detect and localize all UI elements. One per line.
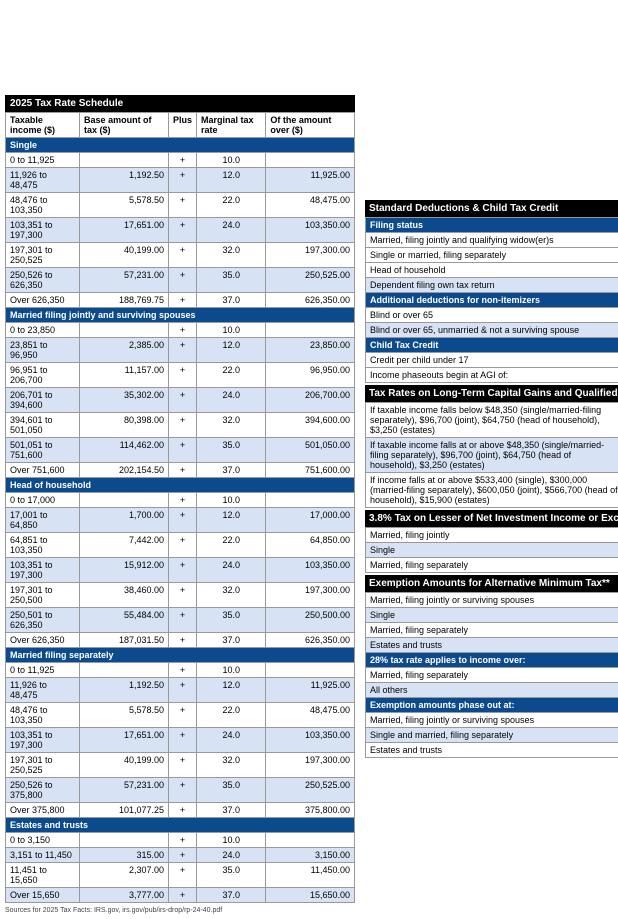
table-row: 0 to 17,000+10.0 bbox=[6, 493, 355, 508]
table-row: Head of household bbox=[366, 263, 618, 278]
table-row: Married, filing separately bbox=[366, 623, 618, 638]
table-row: 23,851 to 96,9502,385.00+12.023,850.00 bbox=[6, 338, 355, 363]
table-row: Over 626,350188,769.75+37.0626,350.00 bbox=[6, 293, 355, 308]
table-row: Single or married, filing separately bbox=[366, 248, 618, 263]
table-row: Married, filing jointly or surviving spo… bbox=[366, 593, 618, 608]
section-single: Single bbox=[6, 138, 355, 153]
amt-title: Exemption Amounts for Alternative Minimu… bbox=[365, 575, 618, 592]
col-plus: Plus bbox=[168, 113, 196, 138]
table-row: Estates and trusts bbox=[366, 638, 618, 653]
std-deductions-table: Filing statusStandardMarried, filing joi… bbox=[365, 217, 618, 383]
table-row: 0 to 11,925+10.0 bbox=[6, 663, 355, 678]
section-married-filing-jointly-and-surviving-spouses: Married filing jointly and surviving spo… bbox=[6, 308, 355, 323]
table-row: Estates and trusts bbox=[366, 743, 618, 758]
table-row: 0 to 3,150+10.0 bbox=[6, 833, 355, 848]
ltcg-title: Tax Rates on Long-Term Capital Gains and… bbox=[365, 385, 618, 402]
table-row: Blind or over 65, unmarried & not a surv… bbox=[366, 323, 618, 338]
niit-title: 3.8% Tax on Lesser of Net Investment Inc… bbox=[365, 510, 618, 527]
col-base: Base amount of tax ($) bbox=[80, 113, 169, 138]
table-row: 250,501 to 626,35055,484.00+35.0250,500.… bbox=[6, 608, 355, 633]
section-head-of-household: Head of household bbox=[6, 478, 355, 493]
table-row: Over 626,350187,031.50+37.0626,350.00 bbox=[6, 633, 355, 648]
table-row: Credit per child under 17$2,000 bbox=[366, 353, 618, 368]
table-row: 501,051 to 751,600114,462.00+35.0501,050… bbox=[6, 438, 355, 463]
table-row: 17,001 to 64,8501,700.00+12.017,000.00 bbox=[6, 508, 355, 533]
table-row: 394,601 to 501,05080,398.00+32.0394,600.… bbox=[6, 413, 355, 438]
table-row: Married, filing separately bbox=[366, 558, 618, 573]
table-row: 103,351 to 197,30017,651.00+24.0103,350.… bbox=[6, 218, 355, 243]
table-row: Single and married, filing separately bbox=[366, 728, 618, 743]
table-row: 103,351 to 197,30015,912.00+24.0103,350.… bbox=[6, 558, 355, 583]
table-row: 250,526 to 375,80057,231.00+35.0250,525.… bbox=[6, 778, 355, 803]
table-row: If income falls at or above $533,400 (si… bbox=[366, 473, 618, 508]
col-over: Of the amount over ($) bbox=[266, 113, 355, 138]
table-row: Dependent filing own tax return bbox=[366, 278, 618, 293]
table-row: 48,476 to 103,3505,578.50+22.048,475.00 bbox=[6, 703, 355, 728]
section-estates-and-trusts: Estates and trusts bbox=[6, 818, 355, 833]
table-row: 11,926 to 48,4751,192.50+12.011,925.00 bbox=[6, 168, 355, 193]
schedule-table: Taxable income ($) Base amount of tax ($… bbox=[5, 112, 355, 903]
table-row: 103,351 to 197,30017,651.00+24.0103,350.… bbox=[6, 728, 355, 753]
table-row: 250,526 to 626,35057,231.00+35.0250,525.… bbox=[6, 268, 355, 293]
table-row: 197,301 to 250,52540,199.00+32.0197,300.… bbox=[6, 243, 355, 268]
tax-rate-schedule: 2025 Tax Rate Schedule Taxable income ($… bbox=[5, 95, 355, 903]
table-row: 197,301 to 250,52540,199.00+32.0197,300.… bbox=[6, 753, 355, 778]
table-row: Over 15,6503,777.00+37.015,650.00 bbox=[6, 888, 355, 903]
schedule-title: 2025 Tax Rate Schedule bbox=[5, 95, 355, 112]
ltcg-table: If taxable income falls below $48,350 (s… bbox=[365, 402, 618, 508]
table-row: 0 to 11,925+10.0 bbox=[6, 153, 355, 168]
table-row: 3,151 to 11,450315.00+24.03,150.00 bbox=[6, 848, 355, 863]
table-row: If taxable income falls below $48,350 (s… bbox=[366, 403, 618, 438]
reference-tables: Standard Deductions & Child Tax Credit F… bbox=[365, 5, 618, 760]
table-row: Married, filing separately bbox=[366, 668, 618, 683]
table-row: Over 751,600202,154.50+37.0751,600.00 bbox=[6, 463, 355, 478]
footnote: Sources for 2025 Tax Facts: IRS.gov, irs… bbox=[5, 907, 613, 915]
col-rate: Marginal tax rate bbox=[197, 113, 266, 138]
table-row: Single bbox=[366, 543, 618, 558]
col-income: Taxable income ($) bbox=[6, 113, 80, 138]
table-row: Blind or over 65 bbox=[366, 308, 618, 323]
table-row: Single bbox=[366, 608, 618, 623]
table-row: If taxable income falls at or above $48,… bbox=[366, 438, 618, 473]
std-deductions-title: Standard Deductions & Child Tax Credit bbox=[365, 200, 618, 217]
table-row: Married, filing jointly and qualifying w… bbox=[366, 233, 618, 248]
table-row: 11,926 to 48,4751,192.50+12.011,925.00 bbox=[6, 678, 355, 703]
table-row: 64,851 to 103,3507,442.00+22.064,850.00 bbox=[6, 533, 355, 558]
table-row: Income phaseouts begin at AGI of:$400,00… bbox=[366, 368, 618, 383]
section-married-filing-separately: Married filing separately bbox=[6, 648, 355, 663]
table-row: Married, filing jointly bbox=[366, 528, 618, 543]
amt-table: Married, filing jointly or surviving spo… bbox=[365, 592, 618, 758]
table-row: 11,451 to 15,6502,307.00+35.011,450.00 bbox=[6, 863, 355, 888]
table-row: 197,301 to 250,50038,460.00+32.0197,300.… bbox=[6, 583, 355, 608]
table-row: 0 to 23,850+10.0 bbox=[6, 323, 355, 338]
table-row: 96,951 to 206,70011,157.00+22.096,950.00 bbox=[6, 363, 355, 388]
table-row: Married, filing jointly or surviving spo… bbox=[366, 713, 618, 728]
niit-table: Married, filing jointlySingleMarried, fi… bbox=[365, 527, 618, 573]
table-row: 48,476 to 103,3505,578.50+22.048,475.00 bbox=[6, 193, 355, 218]
table-row: 206,701 to 394,60035,302.00+24.0206,700.… bbox=[6, 388, 355, 413]
table-row: All others bbox=[366, 683, 618, 698]
table-row: Over 375,800101,077.25+37.0375,800.00 bbox=[6, 803, 355, 818]
